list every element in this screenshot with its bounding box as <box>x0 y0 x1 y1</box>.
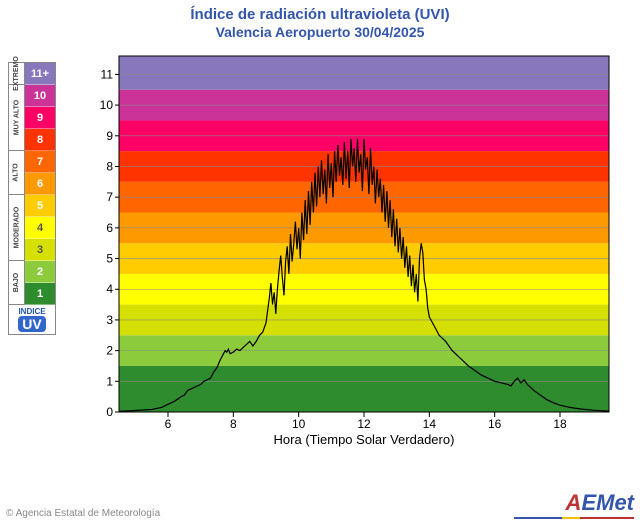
uv-badge: INDICEUV <box>9 305 55 334</box>
y-tick-label: 5 <box>106 252 113 266</box>
y-tick-label: 0 <box>106 405 113 419</box>
chart-title: Índice de radiación ultravioleta (UVI) <box>0 6 640 23</box>
legend-category: ALTO <box>9 151 24 195</box>
x-tick-label: 8 <box>230 417 237 431</box>
legend-level: 11+ <box>25 63 55 85</box>
legend-level: 3 <box>25 239 55 261</box>
legend-level: 5 <box>25 195 55 217</box>
y-tick-label: 11 <box>101 67 114 81</box>
y-tick-label: 6 <box>106 221 113 235</box>
y-tick-label: 10 <box>100 98 114 112</box>
y-tick-label: 7 <box>106 190 113 204</box>
y-tick-label: 8 <box>106 159 113 173</box>
legend-category: MODERADO <box>9 195 24 261</box>
x-tick-label: 10 <box>292 417 306 431</box>
uv-scale-legend: EXTREMOMUY ALTOALTOMODERADOBAJO 11+109876… <box>8 62 56 335</box>
x-tick-label: 6 <box>165 417 172 431</box>
y-tick-label: 9 <box>106 129 113 143</box>
x-axis-label: Hora (Tiempo Solar Verdadero) <box>274 432 455 447</box>
x-tick-label: 16 <box>488 417 502 431</box>
y-tick-label: 2 <box>106 344 113 358</box>
y-tick-label: 4 <box>106 282 113 296</box>
legend-level: 4 <box>25 217 55 239</box>
y-tick-label: 1 <box>106 374 113 388</box>
x-tick-label: 12 <box>357 417 371 431</box>
legend-category: BAJO <box>9 261 24 305</box>
legend-level: 1 <box>25 283 55 305</box>
y-tick-label: 3 <box>106 313 113 327</box>
aemet-logo: AEMet <box>514 490 634 519</box>
copyright-text: © Agencia Estatal de Meteorología <box>6 508 160 519</box>
plot-area: 01234567891011681012141618Hora (Tiempo S… <box>85 50 615 450</box>
uv-band <box>119 56 609 90</box>
chart-subtitle: Valencia Aeropuerto 30/04/2025 <box>0 24 640 40</box>
x-tick-label: 18 <box>553 417 567 431</box>
legend-category: MUY ALTO <box>9 85 24 151</box>
legend-level: 8 <box>25 129 55 151</box>
legend-category: EXTREMO <box>9 63 24 85</box>
x-tick-label: 14 <box>423 417 437 431</box>
legend-level: 6 <box>25 173 55 195</box>
uv-band <box>119 366 609 412</box>
legend-level: 9 <box>25 107 55 129</box>
legend-level: 2 <box>25 261 55 283</box>
legend-level: 7 <box>25 151 55 173</box>
legend-level: 10 <box>25 85 55 107</box>
